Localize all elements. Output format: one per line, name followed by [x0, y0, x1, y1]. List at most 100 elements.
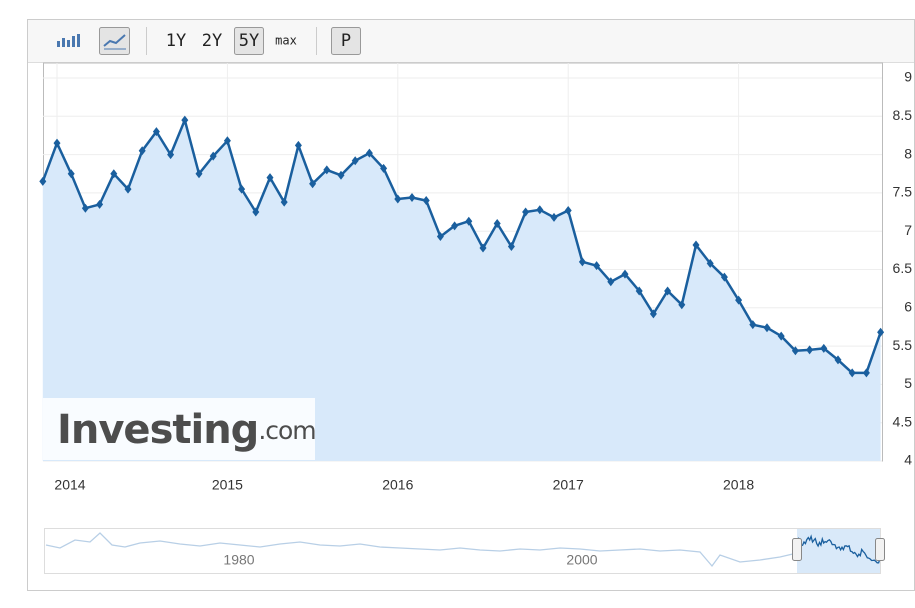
- marker: [309, 179, 317, 189]
- marker: [479, 243, 487, 253]
- marker: [692, 240, 700, 250]
- marker: [777, 331, 785, 341]
- marker: [550, 212, 558, 222]
- navigator-window[interactable]: [797, 529, 880, 573]
- marker: [167, 150, 175, 160]
- y-tick-label: 8.5: [893, 107, 913, 123]
- marker: [564, 206, 572, 216]
- marker: [39, 176, 47, 186]
- marker: [365, 148, 373, 158]
- marker: [720, 272, 728, 282]
- x-tick-label: 2015: [212, 477, 243, 493]
- y-tick-label: 5: [904, 375, 912, 391]
- marker: [749, 320, 757, 330]
- y-tick-label: 5.5: [893, 337, 913, 353]
- range-button[interactable]: 2Y: [202, 31, 222, 51]
- range-button[interactable]: 1Y: [166, 31, 186, 51]
- marker: [664, 286, 672, 296]
- marker: [806, 345, 814, 355]
- marker: [536, 205, 544, 215]
- watermark-main: Investing: [57, 407, 258, 453]
- x-tick-label: 2014: [54, 477, 85, 493]
- marker: [252, 207, 260, 217]
- marker: [280, 197, 288, 207]
- marker: [124, 184, 132, 194]
- navigator-handle[interactable]: [792, 538, 802, 561]
- navigator-label: 2000: [566, 552, 597, 568]
- marker: [351, 156, 359, 166]
- marker: [834, 355, 842, 365]
- navigator[interactable]: [44, 528, 881, 574]
- marker: [209, 151, 217, 161]
- marker: [791, 346, 799, 356]
- marker: [621, 269, 629, 279]
- marker: [607, 277, 615, 287]
- marker: [337, 170, 345, 180]
- navigator-line: [796, 534, 881, 564]
- marker: [138, 146, 146, 156]
- marker: [451, 221, 459, 231]
- marker: [223, 136, 231, 146]
- active-range: [234, 27, 264, 55]
- marker: [877, 327, 885, 337]
- marker: [380, 163, 388, 173]
- y-tick-label: 6: [904, 299, 912, 315]
- marker: [436, 232, 444, 242]
- y-tick-label: 7.5: [893, 184, 913, 200]
- area: [42, 120, 881, 461]
- marker: [635, 286, 643, 296]
- marker: [181, 115, 189, 125]
- marker: [53, 138, 61, 148]
- y-tick-label: 6.5: [893, 260, 913, 276]
- marker: [238, 184, 246, 194]
- navigator-handle[interactable]: [875, 538, 885, 561]
- marker: [848, 368, 856, 378]
- y-tick-label: 9: [904, 69, 912, 85]
- marker: [195, 169, 203, 179]
- marker: [96, 199, 104, 209]
- x-tick-label: 2017: [553, 477, 584, 493]
- watermark: Investing.com: [57, 407, 316, 453]
- toolbar: [28, 20, 914, 62]
- x-tick-label: 2018: [723, 477, 754, 493]
- marker: [408, 192, 416, 202]
- x-tick-label: 2016: [382, 477, 413, 493]
- p-button[interactable]: P: [341, 31, 351, 51]
- watermark-bg: [43, 398, 315, 460]
- marker: [763, 323, 771, 333]
- marker: [678, 300, 686, 310]
- navigator-label: 1980: [223, 552, 254, 568]
- marker: [294, 140, 302, 150]
- marker: [578, 257, 586, 267]
- marker: [522, 207, 530, 217]
- marker: [735, 295, 743, 305]
- y-tick-label: 7: [904, 222, 912, 238]
- marker: [862, 368, 870, 378]
- marker: [706, 258, 714, 268]
- marker: [593, 261, 601, 271]
- bar-icon[interactable]: [57, 34, 80, 47]
- p-button-bg: [331, 27, 361, 55]
- marker: [394, 194, 402, 204]
- marker: [152, 127, 160, 137]
- range-button[interactable]: 5Y: [239, 31, 259, 51]
- y-tick-label: 8: [904, 145, 912, 161]
- marker: [820, 343, 828, 353]
- y-tick-label: 4: [904, 452, 912, 468]
- marker: [266, 173, 274, 183]
- range-button[interactable]: max: [275, 34, 297, 48]
- marker: [649, 309, 657, 319]
- marker: [493, 219, 501, 229]
- watermark-suffix: .com: [258, 416, 315, 445]
- line: [41, 118, 882, 375]
- marker: [67, 169, 75, 179]
- marker: [110, 169, 118, 179]
- marker: [323, 165, 331, 175]
- line-icon[interactable]: [99, 27, 130, 55]
- marker: [81, 203, 89, 213]
- marker: [507, 242, 515, 252]
- marker: [422, 196, 430, 206]
- y-tick-label: 4.5: [893, 413, 913, 429]
- navigator-history: [45, 532, 798, 568]
